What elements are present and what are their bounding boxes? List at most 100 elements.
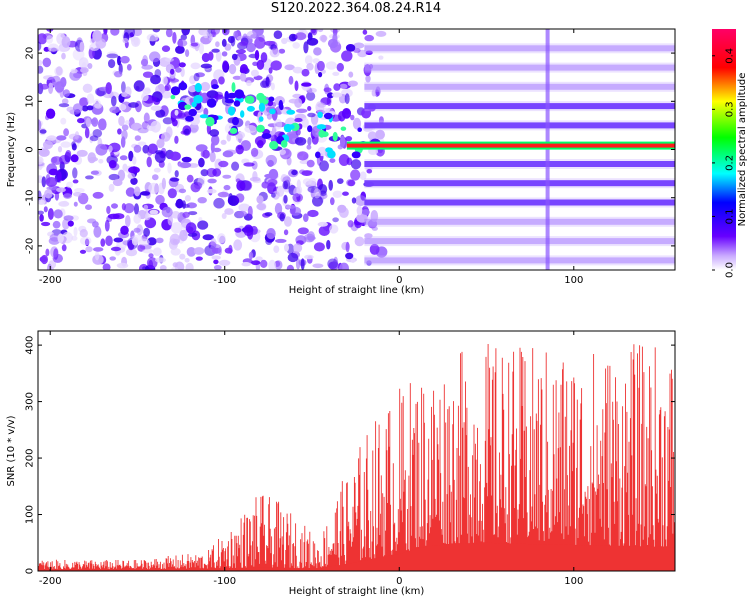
heatmap-blob (109, 106, 120, 114)
snr-ylabel: SNR (10 * v/v) (6, 415, 17, 486)
heatmap-blob (38, 210, 44, 215)
heatmap-blob (230, 35, 236, 47)
heatmap-blob (313, 188, 321, 199)
heatmap-blob (315, 151, 321, 159)
heatmap-blob (222, 60, 229, 71)
heatmap-blob (57, 171, 62, 182)
heatmap-blob (94, 103, 102, 109)
heatmap-blob (236, 180, 246, 192)
heatmap-blob (102, 263, 111, 270)
heatmap-blob (306, 144, 312, 150)
heatmap-blob (169, 177, 180, 182)
heatmap-blob (267, 100, 274, 107)
heatmap-blob (231, 82, 236, 93)
heatmap-blob (38, 156, 44, 165)
heatmap-blob (283, 229, 289, 236)
heatmap-blob (218, 160, 229, 168)
snr-layer (38, 344, 675, 571)
heatmap-blob (294, 80, 299, 92)
heatmap-blob (330, 114, 342, 122)
heatmap-blob (124, 29, 135, 38)
heatmap-blob (155, 194, 165, 205)
snr-xtick-label: -200 (39, 576, 62, 587)
heatmap-blob (61, 244, 67, 252)
heatmap-blob (182, 203, 190, 209)
snr-xtick-label: -100 (213, 576, 236, 587)
heatmap-blob (336, 62, 344, 72)
heatmap-blob (371, 226, 378, 231)
heatmap-blob (327, 258, 338, 270)
heatmap-blob (172, 262, 178, 268)
heatmap-blob (79, 229, 88, 238)
heatmap-blob (47, 43, 59, 52)
heatmap-blob (284, 243, 289, 252)
heatmap-blob (294, 98, 303, 108)
harmonic-band-halo (364, 216, 675, 227)
heatmap-blob (350, 258, 356, 264)
heatmap-blob (98, 159, 104, 164)
heatmap-blob (240, 110, 245, 118)
colorbar (712, 29, 736, 270)
heatmap-blob (371, 89, 377, 97)
heatmap-blob (134, 203, 139, 215)
heatmap-blob (134, 135, 142, 141)
heatmap-blob (319, 190, 327, 197)
heatmap-blob (142, 248, 154, 254)
heatmap-blob (190, 42, 199, 47)
heatmap-blob (249, 176, 261, 182)
heatmap-blob (85, 117, 91, 128)
heatmap-blob (195, 144, 208, 152)
heatmap-blob (291, 169, 298, 176)
heatmap-blob (233, 30, 239, 39)
heatmap-blob (294, 137, 307, 146)
heatmap-blob (292, 42, 301, 49)
heatmap-blob (81, 105, 89, 112)
heatmap-blob (345, 44, 356, 52)
heatmap-blob (268, 259, 277, 270)
heatmap-blob (235, 193, 245, 203)
heatmap-blob (137, 127, 149, 134)
heatmap-blob (105, 235, 113, 247)
heatmap-blob (207, 51, 214, 61)
heatmap-blob (340, 126, 347, 131)
heatmap-blob (195, 256, 203, 261)
heatmap-blob (312, 195, 323, 207)
heatmap-blob (170, 248, 181, 256)
heatmap-blob (133, 37, 139, 46)
heatmap-blob (299, 159, 309, 165)
heatmap-blob (57, 233, 64, 244)
heatmap-blob (348, 71, 354, 78)
heatmap-blob (316, 60, 325, 72)
colorbar-tick-label: 0.0 (725, 262, 736, 278)
heatmap-blob (365, 50, 373, 55)
heatmap-blob (42, 57, 52, 68)
heatmap-blob (307, 112, 316, 118)
heatmap-blob (72, 103, 84, 113)
heatmap-blob (269, 108, 276, 115)
heatmap-blob (228, 63, 237, 75)
heatmap-blob (218, 76, 225, 85)
heatmap-blob (313, 242, 325, 252)
heatmap-blob (306, 91, 316, 101)
heatmap-blob (258, 102, 266, 112)
heatmap-blob (256, 140, 264, 149)
heatmap-blob (365, 75, 371, 83)
heatmap-blob (120, 55, 130, 64)
heatmap-blob (287, 252, 299, 263)
heatmap-blob (246, 80, 252, 87)
heatmap-blob (108, 160, 117, 169)
heatmap-blob (306, 37, 319, 46)
heatmap-blob (283, 216, 292, 227)
heatmap-blob (94, 251, 100, 261)
heatmap-blob (243, 162, 255, 167)
heatmap-blob (142, 266, 147, 270)
heatmap-blob (189, 123, 199, 133)
heatmap-blob (133, 80, 145, 92)
heatmap-blob (181, 29, 190, 36)
heatmap-blob (98, 118, 107, 131)
heatmap-blob (113, 237, 124, 243)
heatmap-ylabel: Frequency (Hz) (6, 112, 17, 188)
heatmap-blob (339, 83, 348, 90)
heatmap-blob (89, 118, 97, 125)
heatmap-blob (208, 33, 213, 42)
